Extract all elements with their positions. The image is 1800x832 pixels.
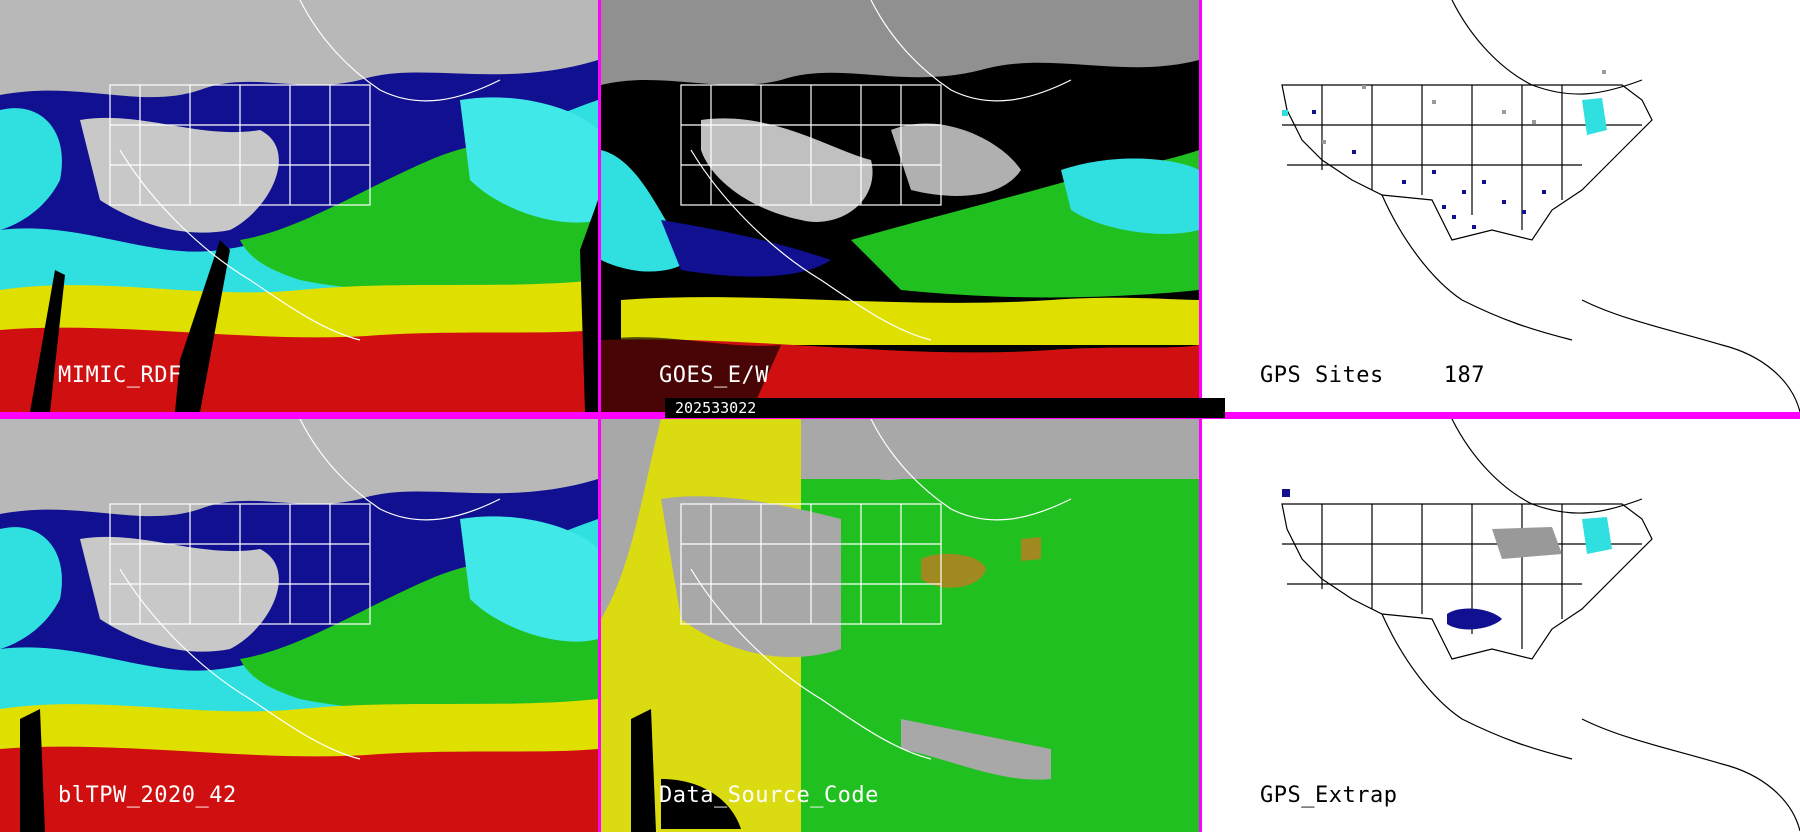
gps-extrap-map	[1202, 419, 1800, 832]
bltpw-image	[0, 419, 598, 832]
gps-site-count: 187	[1443, 363, 1485, 388]
panel-label: GPS Sites	[1260, 363, 1384, 388]
timestamp-bar: 202533022	[665, 398, 1225, 418]
panel-label-row: GPS Sites 187	[1260, 363, 1485, 388]
panel-label: GOES_E/W	[659, 363, 769, 388]
gps-extrap-panel: GPS_Extrap	[1202, 419, 1800, 832]
mimic-rdf-image	[0, 0, 598, 412]
panel-label: MIMIC_RDF	[58, 363, 182, 388]
data-source-code-image	[601, 419, 1199, 832]
panel-label: GPS_Extrap	[1260, 783, 1398, 808]
gps-sites-map	[1202, 0, 1800, 412]
goes-ew-image	[601, 0, 1199, 412]
panel-label: Data_Source_Code	[659, 783, 879, 808]
bltpw-panel: blTPW_2020_42	[0, 419, 598, 832]
data-source-code-panel: Data_Source_Code	[601, 419, 1199, 832]
gps-sites-panel: GPS Sites 187	[1202, 0, 1800, 412]
mimic-rdf-panel: MIMIC_RDF	[0, 0, 598, 412]
panel-label: blTPW_2020_42	[58, 783, 237, 808]
goes-ew-panel: GOES_E/W	[601, 0, 1199, 412]
